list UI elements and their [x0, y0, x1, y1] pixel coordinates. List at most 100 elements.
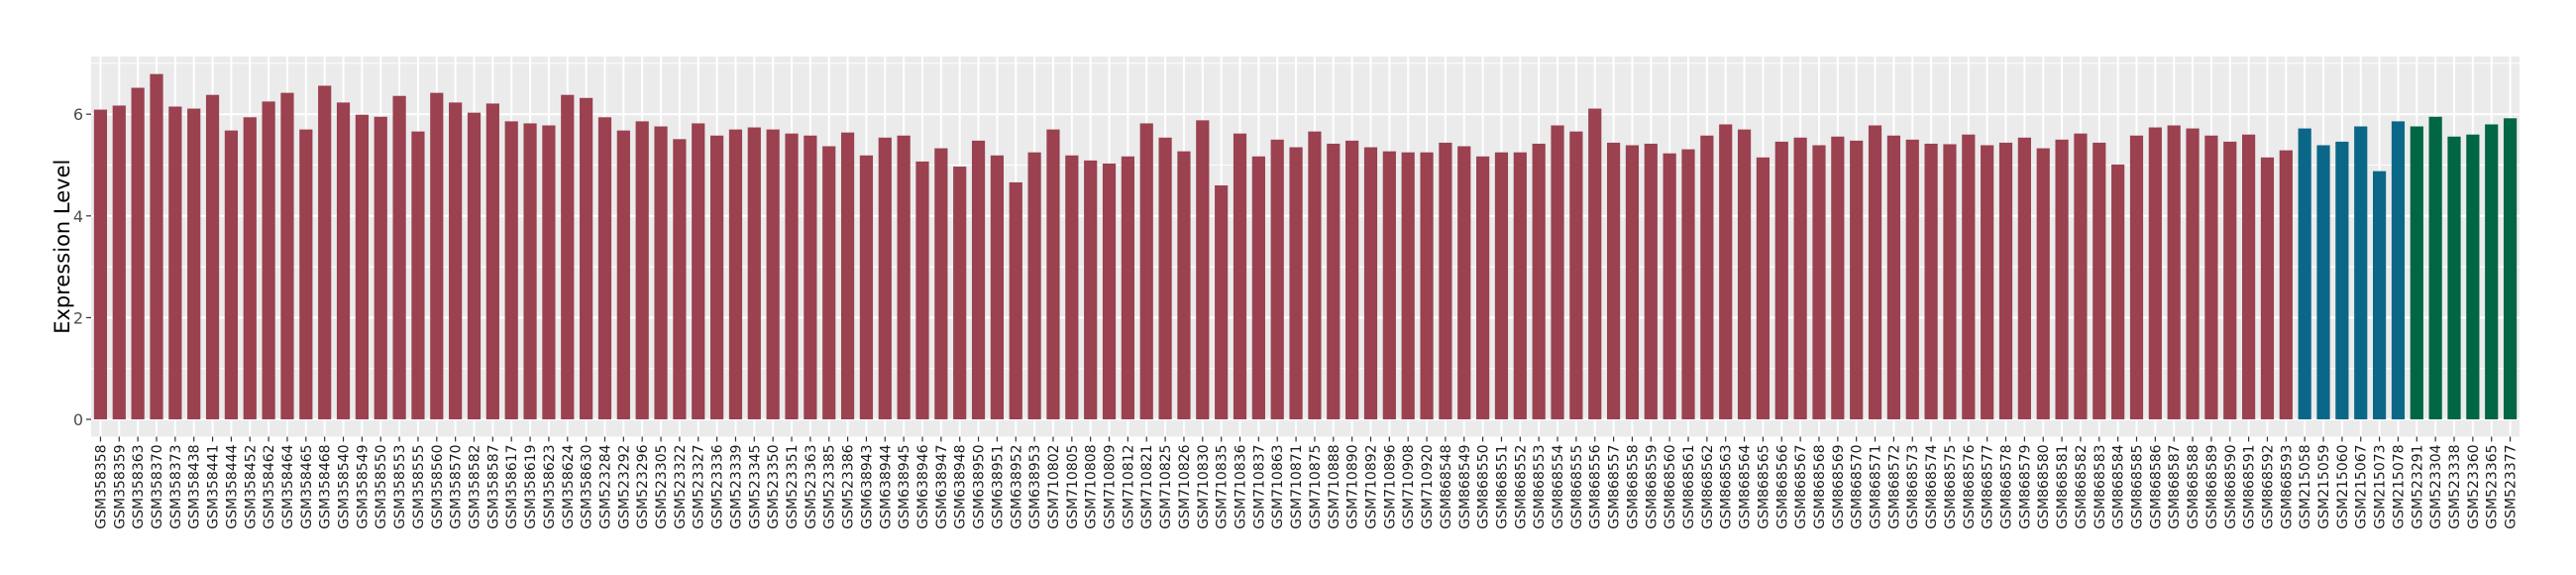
x-tick-label: GSM868590: [2223, 444, 2239, 528]
x-tick-label: GSM358540: [337, 444, 353, 528]
bar-GSM523339: [728, 129, 743, 419]
x-tick-label: GSM868570: [1850, 444, 1866, 528]
bar-GSM523338: [2447, 136, 2461, 419]
bar-GSM523385: [822, 146, 836, 420]
bar-GSM868550: [1476, 156, 1490, 420]
x-tick-label: GSM868575: [1943, 444, 1959, 528]
x-tick-label: GSM358555: [411, 444, 427, 528]
bar-GSM868587: [2167, 125, 2181, 420]
bar-GSM358358: [93, 109, 108, 419]
x-tick-label: GSM358359: [112, 444, 128, 528]
bar-GSM523363: [804, 135, 817, 419]
x-tick-label: GSM358587: [485, 444, 501, 528]
x-tick-label: GSM868564: [1738, 444, 1754, 528]
bar-GSM868583: [2093, 142, 2106, 420]
bar-GSM523304: [2428, 116, 2442, 419]
x-tick-label: GSM868548: [1439, 444, 1454, 528]
bar-GSM523377: [2503, 118, 2518, 419]
bar-GSM868555: [1569, 131, 1583, 419]
x-tick-label: GSM868553: [1532, 444, 1548, 528]
x-tick-label: GSM523365: [2485, 444, 2501, 528]
x-tick-label: GSM358441: [206, 444, 222, 528]
x-tick-label: GSM358462: [262, 444, 277, 528]
x-tick-label: GSM358468: [318, 444, 334, 528]
x-tick-label: GSM868588: [2186, 444, 2201, 528]
bar-GSM638948: [953, 167, 967, 419]
x-tick-label: GSM868556: [1588, 444, 1604, 528]
x-tick-label: GSM358363: [131, 444, 147, 528]
bar-GSM868580: [2036, 148, 2050, 420]
x-tick-label: GSM358630: [580, 444, 595, 528]
x-tick-label: GSM710896: [1382, 444, 1398, 528]
x-tick-label: GSM638943: [859, 444, 875, 528]
x-tick-label: GSM523296: [635, 444, 651, 528]
bar-GSM358464: [280, 92, 294, 420]
x-tick-label: GSM868557: [1607, 444, 1623, 528]
x-tick-label: GSM358549: [355, 444, 371, 528]
x-tick-label: GSM710826: [1177, 444, 1193, 528]
bar-GSM710837: [1251, 156, 1265, 420]
x-tick-label: GSM523360: [2466, 444, 2482, 528]
x-tick-label: GSM868592: [2260, 444, 2276, 528]
x-tick-label: GSM523305: [654, 444, 670, 528]
x-tick-label: GSM868572: [1886, 444, 1902, 528]
x-tick-label: GSM358619: [523, 444, 539, 528]
bar-GSM358617: [504, 121, 518, 419]
x-tick-label: GSM868577: [1981, 444, 1996, 528]
bar-GSM868581: [2055, 139, 2069, 419]
bar-GSM868572: [1886, 135, 1900, 419]
x-tick-label: GSM523304: [2428, 444, 2444, 528]
bar-GSM358630: [580, 97, 593, 419]
x-tick-label: GSM868591: [2242, 444, 2258, 528]
bar-GSM358452: [243, 117, 257, 419]
x-tick-label: GSM523284: [597, 444, 613, 528]
x-tick-label: GSM868571: [1869, 444, 1884, 528]
x-tick-label: GSM358370: [150, 444, 165, 528]
x-tick-label: GSM358623: [542, 444, 558, 528]
x-tick-label: GSM638946: [915, 444, 931, 528]
x-tick-label: GSM638947: [934, 444, 950, 528]
bar-GSM638946: [915, 161, 929, 419]
x-tick-label: GSM710821: [1139, 444, 1155, 528]
x-tick-label: GSM868561: [1681, 444, 1697, 528]
bar-GSM358555: [411, 131, 425, 419]
bar-GSM523284: [597, 117, 612, 419]
bar-GSM710805: [1065, 155, 1079, 420]
bar-GSM710809: [1102, 163, 1117, 419]
bar-GSM868578: [1998, 142, 2013, 420]
x-tick-label: GSM358624: [561, 444, 577, 528]
x-tick-label: GSM710802: [1046, 444, 1062, 528]
x-tick-label: GSM868584: [2111, 444, 2127, 528]
x-tick-label: GSM868567: [1793, 444, 1809, 528]
bar-GSM638943: [859, 155, 874, 420]
bar-GSM523360: [2466, 134, 2480, 419]
bar-GSM638953: [1027, 152, 1041, 420]
x-tick-label: GSM868551: [1494, 444, 1510, 528]
bar-GSM523292: [616, 130, 630, 419]
x-tick-label: GSM710830: [1196, 444, 1212, 528]
bar-GSM710802: [1046, 129, 1060, 419]
bar-GSM710812: [1121, 156, 1134, 420]
x-tick-label: GSM868563: [1719, 444, 1735, 528]
x-tick-label: GSM710871: [1289, 444, 1305, 528]
x-tick-label: GSM868569: [1831, 444, 1847, 528]
bar-GSM358438: [187, 108, 201, 419]
x-tick-label: GSM868587: [2167, 444, 2183, 528]
x-tick-label: GSM215067: [2354, 444, 2370, 528]
bar-GSM638947: [934, 148, 948, 420]
bar-GSM358560: [430, 92, 444, 420]
bar-GSM710830: [1196, 120, 1210, 419]
bar-GSM710836: [1233, 133, 1247, 419]
bar-GSM523386: [840, 132, 855, 419]
bar-GSM868575: [1943, 144, 1957, 420]
x-tick-label: GSM215059: [2316, 444, 2332, 528]
x-tick-label: GSM710875: [1308, 444, 1324, 528]
bar-GSM868554: [1551, 125, 1564, 420]
bar-GSM358468: [318, 85, 332, 420]
x-tick-label: GSM868585: [2129, 444, 2145, 528]
x-tick-label: GSM710825: [1158, 444, 1174, 528]
bar-GSM868551: [1494, 152, 1509, 420]
bar-GSM868593: [2279, 150, 2293, 420]
bar-GSM215073: [2372, 171, 2387, 419]
